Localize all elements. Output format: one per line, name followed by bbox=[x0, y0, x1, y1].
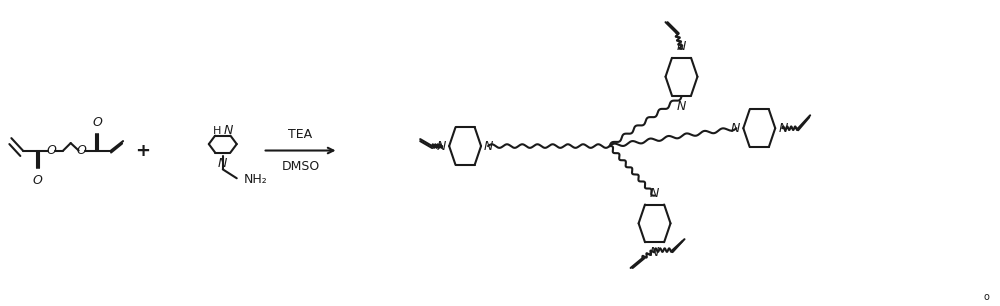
Text: N: N bbox=[677, 100, 686, 114]
Text: N: N bbox=[650, 246, 659, 259]
Text: N: N bbox=[218, 158, 227, 170]
Text: N: N bbox=[677, 40, 686, 53]
Text: O: O bbox=[92, 116, 102, 129]
Text: N: N bbox=[650, 187, 659, 200]
Text: N: N bbox=[484, 140, 493, 153]
Text: H: H bbox=[212, 126, 221, 136]
Text: o: o bbox=[984, 292, 990, 302]
Text: NH₂: NH₂ bbox=[244, 173, 267, 186]
Text: N: N bbox=[778, 122, 788, 135]
Text: N: N bbox=[731, 122, 740, 135]
Text: +: + bbox=[135, 141, 150, 159]
Text: TEA: TEA bbox=[288, 128, 313, 141]
Text: N: N bbox=[224, 124, 233, 137]
Text: O: O bbox=[33, 174, 43, 187]
Text: O: O bbox=[46, 144, 56, 157]
Text: O: O bbox=[76, 144, 86, 157]
Text: DMSO: DMSO bbox=[281, 160, 320, 174]
Text: N: N bbox=[437, 140, 446, 153]
